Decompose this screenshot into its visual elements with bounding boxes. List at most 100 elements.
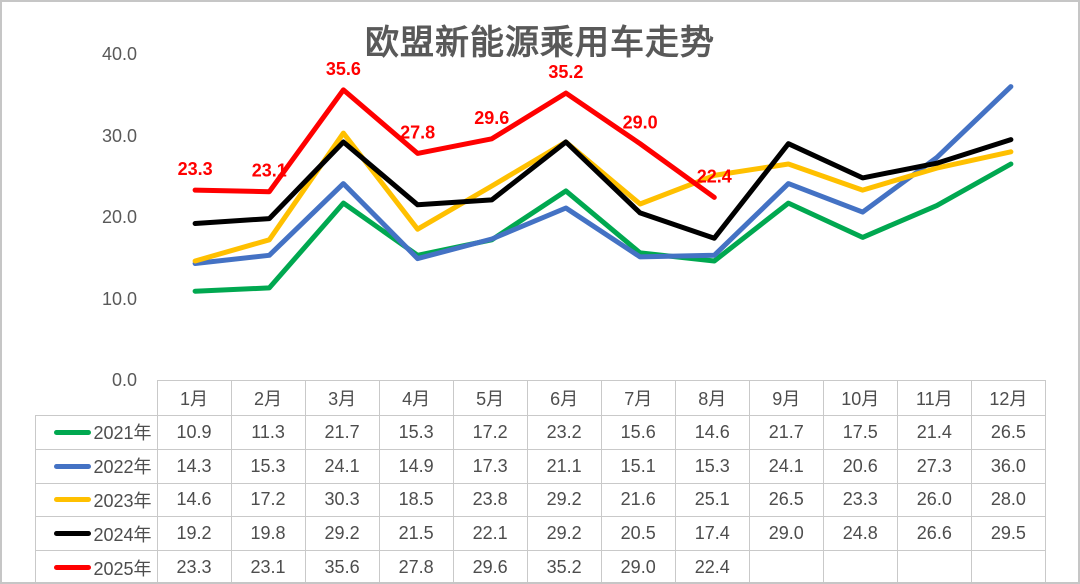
month-column-header: 10月 <box>822 380 898 416</box>
table-cell: 24.8 <box>822 516 898 552</box>
table-cell: 23.2 <box>526 415 602 450</box>
row-header-2024年: 2024年 <box>35 516 158 552</box>
table-cell: 14.9 <box>378 448 454 484</box>
table-cell: 26.5 <box>970 415 1047 450</box>
table-row-2021年: 2021年 10.9 11.3 21.7 15.3 17.2 23.2 15.6 14.6 21.… <box>35 415 1047 450</box>
table-cell: 29.5 <box>970 516 1047 552</box>
month-column-header: 2月 <box>230 380 306 416</box>
table-cell: 17.5 <box>822 415 898 450</box>
table-cell: 17.4 <box>674 516 750 552</box>
table-cell: 15.3 <box>230 448 306 484</box>
data-label: 35.6 <box>326 59 361 79</box>
table-header: 1月 2月 3月 4月 5月 6月 7月 8月 9月 10月 11月 12月 <box>36 380 1047 416</box>
table-cell: 14.6 <box>156 482 232 518</box>
data-label: 23.1 <box>252 161 287 181</box>
series-name-label: 2025年 <box>93 558 152 579</box>
table-cell: 19.8 <box>230 516 306 552</box>
y-tick-label: 20.0 <box>101 207 137 227</box>
table-cell: 29.0 <box>600 550 676 582</box>
table-cell: 21.1 <box>526 448 602 484</box>
y-tick-label: 30.0 <box>101 125 137 146</box>
table-cell: 14.3 <box>156 448 232 484</box>
table-cell: 21.4 <box>896 415 972 450</box>
series-name-label: 2021年 <box>93 423 152 444</box>
table-cell: 36.0 <box>970 448 1047 484</box>
month-column-header: 5月 <box>452 380 528 416</box>
table-header-row: 1月 2月 3月 4月 5月 6月 7月 8月 9月 10月 11月 12月 <box>36 380 1047 416</box>
table-body: 2021年 10.9 11.3 21.7 15.3 17.2 23.2 15.6 14.6 21.… <box>35 415 1047 582</box>
month-column-header: 3月 <box>304 380 380 416</box>
table-cell: 23.1 <box>230 550 306 582</box>
legend-line-swatch <box>54 429 92 435</box>
table-cell: 15.3 <box>674 448 750 484</box>
data-table: 1月 2月 3月 4月 5月 6月 7月 8月 9月 10月 11月 12月 2021年 10.9 11.… <box>35 380 1047 582</box>
table-corner-cell <box>36 381 158 416</box>
table-cell: 17.2 <box>452 415 528 450</box>
data-label: 23.3 <box>178 159 213 179</box>
table-row-2025年: 2025年 23.3 23.1 35.6 27.8 29.6 35.2 29.0 22.4 <box>35 550 1047 582</box>
table-cell: 24.1 <box>748 448 824 484</box>
y-tick-label: 40.0 <box>101 44 137 64</box>
data-label: 35.2 <box>548 62 583 82</box>
table-cell: 21.7 <box>304 415 380 450</box>
table-cell: 29.2 <box>304 516 380 552</box>
y-tick-label: 0.0 <box>111 370 137 390</box>
month-column-header: 1月 <box>156 380 232 416</box>
table-cell: 10.9 <box>156 415 232 450</box>
line-chart-plot: 23.3 23.1 35.6 27.8 29.6 35.2 29.0 22.4 <box>178 59 1014 294</box>
series-name-label: 2024年 <box>93 524 152 545</box>
table-cell: 17.3 <box>452 448 528 484</box>
table-cell: 29.0 <box>748 516 824 552</box>
month-column-header: 4月 <box>378 380 454 416</box>
table-cell: 26.5 <box>748 482 824 518</box>
table-cell: 23.8 <box>452 482 528 518</box>
data-label: 27.8 <box>400 122 435 142</box>
row-header-2021年: 2021年 <box>35 415 158 450</box>
table-cell: 19.2 <box>156 516 232 552</box>
table-cell: 15.6 <box>600 415 676 450</box>
table-row-2023年: 2023年 14.6 17.2 30.3 18.5 23.8 29.2 21.6 25.1 26.… <box>35 482 1047 518</box>
month-column-header: 8月 <box>674 380 750 416</box>
series-name-label: 2023年 <box>93 490 152 511</box>
table-cell: 27.8 <box>378 550 454 582</box>
table-cell: 22.1 <box>452 516 528 552</box>
month-column-header: 9月 <box>748 380 824 416</box>
table-cell: 23.3 <box>156 550 232 582</box>
y-tick-label: 10.0 <box>101 288 137 309</box>
table-cell: 30.3 <box>304 482 380 518</box>
table-cell <box>822 550 898 582</box>
table-cell: 18.5 <box>378 482 454 518</box>
table-cell: 17.2 <box>230 482 306 518</box>
row-header-2025年: 2025年 <box>35 550 158 582</box>
table-cell: 11.3 <box>230 415 306 450</box>
series-line-2025年 <box>192 87 717 200</box>
table-cell: 15.1 <box>600 448 676 484</box>
table-cell: 35.2 <box>526 550 602 582</box>
table-cell: 20.5 <box>600 516 676 552</box>
series-line-2021年 <box>192 161 1014 294</box>
series-name-label: 2022年 <box>93 457 152 478</box>
legend-line-swatch <box>54 565 92 571</box>
legend-line-swatch <box>54 531 92 537</box>
table-cell: 24.1 <box>304 448 380 484</box>
legend-line-swatch <box>54 497 92 503</box>
table-cell: 14.6 <box>674 415 750 450</box>
table-cell: 23.3 <box>822 482 898 518</box>
table-cell: 21.5 <box>378 516 454 552</box>
month-column-header: 11月 <box>896 380 972 416</box>
data-label: 29.6 <box>474 108 509 128</box>
row-header-2023年: 2023年 <box>35 482 158 518</box>
table-cell: 21.6 <box>600 482 676 518</box>
month-column-header: 12月 <box>970 380 1047 416</box>
table-row-2022年: 2022年 14.3 15.3 24.1 14.9 17.3 21.1 15.1 15.3 24.… <box>35 448 1047 484</box>
table-cell <box>896 550 972 582</box>
table-cell: 29.6 <box>452 550 528 582</box>
table-cell: 26.6 <box>896 516 972 552</box>
legend-line-swatch <box>54 463 92 469</box>
month-column-header: 6月 <box>526 380 602 416</box>
table-cell: 35.6 <box>304 550 380 582</box>
table-cell: 20.6 <box>822 448 898 484</box>
table-cell: 22.4 <box>674 550 750 582</box>
month-column-header: 7月 <box>600 380 676 416</box>
